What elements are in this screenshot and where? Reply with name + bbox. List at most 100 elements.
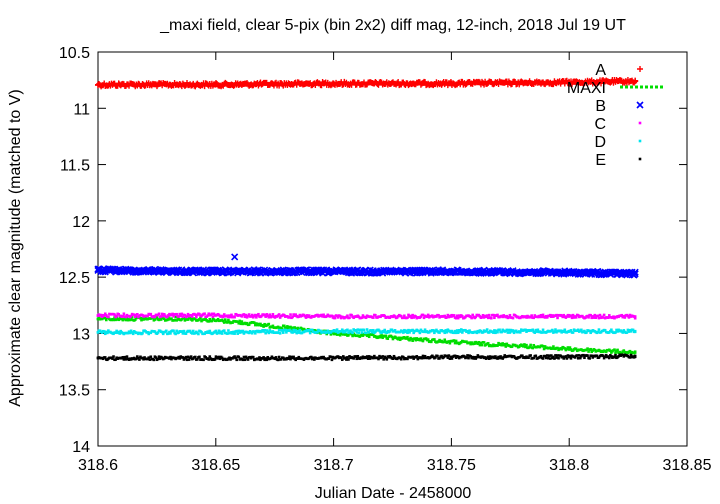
data-point: [540, 331, 544, 334]
data-point: [216, 357, 220, 360]
data-point: [231, 332, 234, 335]
data-point: [100, 315, 104, 319]
data-point: [589, 347, 592, 351]
data-point: [115, 314, 118, 318]
data-point: [348, 316, 351, 320]
data-point: [581, 314, 584, 318]
data-point: [276, 331, 280, 335]
data-point: [339, 356, 343, 360]
data-point: [391, 357, 395, 361]
data-point: [411, 355, 414, 359]
data-point: [461, 315, 464, 318]
data-point: [266, 314, 270, 318]
chart-title: _maxi field, clear 5-pix (bin 2x2) diff …: [159, 17, 626, 34]
data-point: [167, 332, 170, 335]
data-point: [402, 355, 405, 359]
data-point: [510, 345, 514, 348]
data-point: [344, 356, 347, 360]
data-point: [283, 313, 286, 317]
y-tick-label: 13.5: [59, 383, 90, 400]
data-point: [592, 316, 596, 319]
data-point: [476, 342, 480, 346]
data-point: [210, 312, 214, 316]
data-point: [241, 329, 245, 333]
data-point: [501, 315, 504, 319]
data-point: [544, 356, 548, 360]
data-point: [532, 343, 536, 347]
data-point: [385, 357, 389, 361]
data-point: [118, 332, 122, 335]
data-point: [103, 356, 107, 359]
data-point: [392, 354, 396, 358]
y-axis-title: Approximate clear magnitude (matched to …: [7, 89, 24, 406]
data-point: [556, 346, 559, 350]
data-point: [380, 331, 383, 334]
data-point: [628, 313, 632, 317]
data-point: [545, 316, 549, 319]
data-point: [162, 357, 166, 360]
data-point: [456, 331, 460, 335]
data-point: [276, 358, 280, 362]
data-point: [190, 315, 194, 318]
y-tick-label: 11: [73, 101, 90, 118]
data-point: [478, 315, 482, 318]
data-point: [355, 331, 359, 334]
data-point: [546, 356, 550, 360]
y-axis-ticks: 10.5 11 11.5 12 12.5 13 13.5 14: [59, 45, 687, 456]
data-point: [289, 357, 292, 361]
data-point: [240, 315, 244, 318]
data-point: [235, 329, 238, 333]
series-e: [96, 353, 637, 362]
data-point: [623, 316, 627, 319]
data-point: [533, 331, 537, 334]
data-point: [464, 328, 467, 332]
data-point: [434, 356, 437, 359]
data-point: [482, 341, 486, 344]
data-point: [331, 331, 335, 335]
data-point: [412, 331, 415, 335]
data-point: [469, 355, 472, 358]
data-point: [554, 354, 557, 357]
data-point: [104, 313, 108, 317]
data-point: [217, 329, 221, 333]
data-point: [289, 313, 292, 316]
data-point: [129, 318, 133, 321]
data-point: [377, 357, 380, 361]
data-point: [416, 357, 420, 361]
data-point: [626, 328, 630, 332]
data-point: [114, 358, 117, 361]
data-point: [543, 345, 547, 348]
data-point: [357, 331, 361, 335]
data-point: [138, 358, 141, 361]
data-point: [485, 314, 489, 317]
data-point: [340, 328, 344, 332]
data-point: [493, 316, 496, 320]
data-point: [614, 351, 617, 355]
data-point: [522, 345, 525, 348]
legend-marker: [625, 85, 628, 89]
data-point: [257, 357, 260, 361]
data-point: [550, 354, 553, 357]
data-point: [576, 328, 580, 332]
data-point: [185, 358, 189, 362]
data-point: [213, 358, 217, 361]
data-point: [614, 331, 617, 334]
data-point: [433, 338, 436, 341]
data-point: [293, 326, 296, 329]
data-point: [124, 358, 128, 361]
data-point: [402, 316, 405, 320]
data-point: [155, 316, 159, 319]
data-point: [216, 317, 220, 321]
data-point: [369, 329, 373, 332]
data-point: [268, 313, 272, 316]
data-point: [171, 312, 174, 316]
data-point: [450, 329, 454, 333]
data-point: [239, 322, 243, 326]
data-point: [352, 357, 355, 360]
data-point: [548, 357, 552, 360]
data-point: [529, 343, 532, 347]
data-point: [224, 318, 227, 321]
data-point: [378, 336, 381, 339]
legend-marker: [638, 157, 642, 161]
data-point: [505, 314, 509, 318]
